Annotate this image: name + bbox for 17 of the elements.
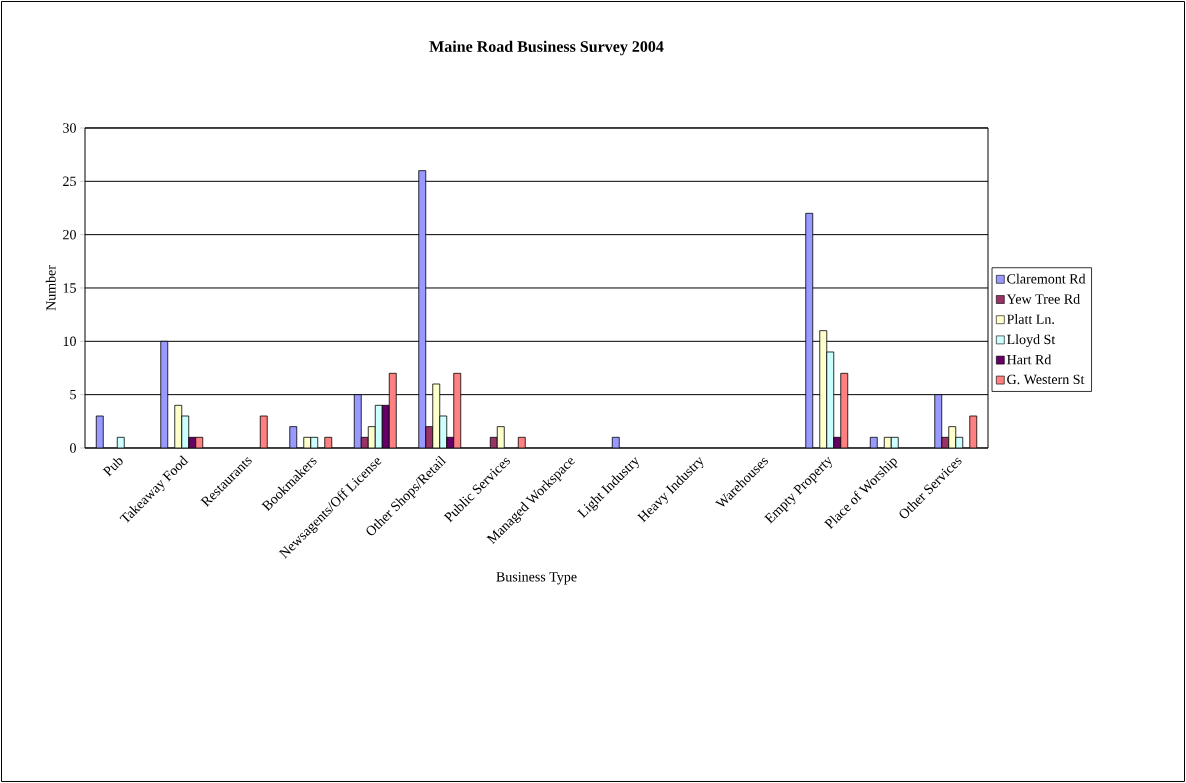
- legend-label: Hart Rd: [1007, 354, 1052, 365]
- legend-label: Yew Tree Rd: [1006, 293, 1080, 304]
- y-axis-title: Number: [45, 265, 56, 311]
- legend-label: Claremont Rd: [1007, 273, 1086, 284]
- chart-title: Maine Road Business Survey 2004: [429, 40, 664, 56]
- legend-label: Platt Ln.: [1007, 314, 1054, 325]
- y-tick-label: 30: [63, 123, 76, 133]
- y-tick-label: 10: [63, 336, 76, 347]
- x-tick-label: Pub: [102, 458, 123, 477]
- y-tick-label: 5: [70, 389, 76, 400]
- y-tick-label: 15: [63, 283, 76, 293]
- legend-label: Lloyd St: [1007, 334, 1056, 348]
- y-tick-label: 20: [63, 229, 76, 240]
- y-tick-label: 25: [63, 176, 76, 187]
- x-axis-title: Business Type: [496, 572, 577, 585]
- y-tick-label: 0: [70, 443, 76, 453]
- legend-label: G. Western St: [1007, 374, 1085, 385]
